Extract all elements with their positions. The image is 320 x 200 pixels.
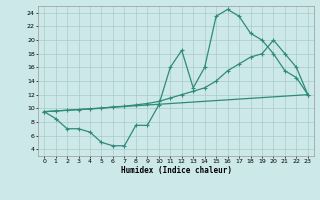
X-axis label: Humidex (Indice chaleur): Humidex (Indice chaleur) (121, 166, 231, 175)
